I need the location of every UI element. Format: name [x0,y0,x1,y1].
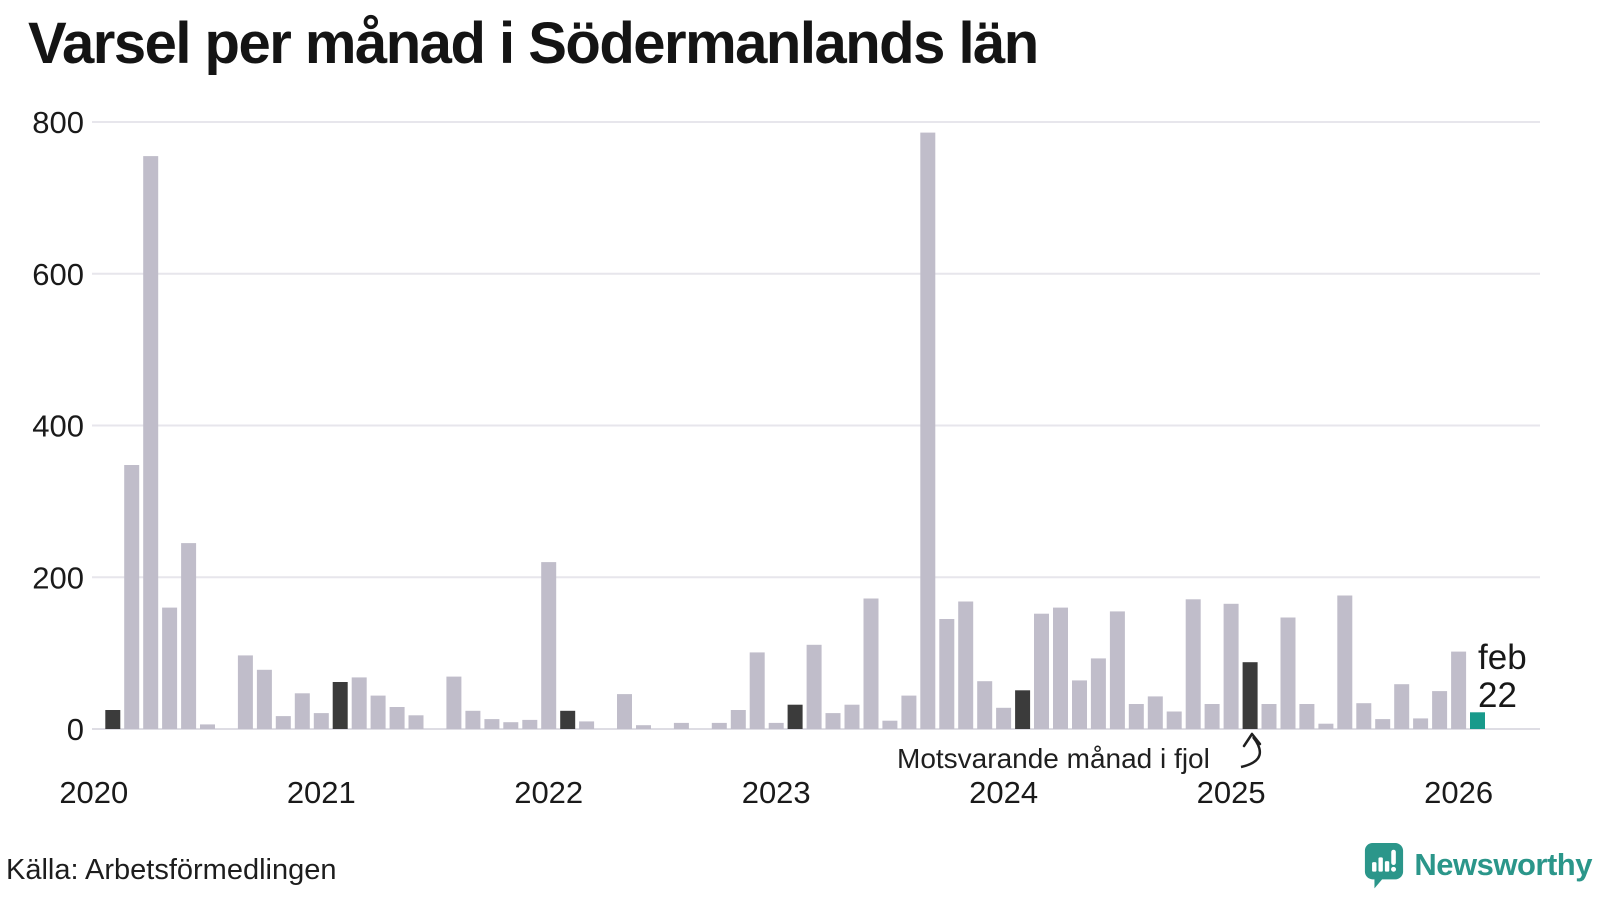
bar-2021-05 [389,707,405,729]
bar-2021-02 [332,682,348,729]
x-tick-label-2022: 2022 [514,775,583,810]
y-tick-label-200: 200 [32,560,84,595]
bar-2023-04 [825,713,841,729]
x-tick-label-2020: 2020 [59,775,128,810]
bar-2022-11 [730,710,746,729]
bar-2020-02 [105,710,121,729]
bar-2025-06 [1318,723,1334,729]
bar-2022-01 [541,562,557,729]
newsworthy-logo[interactable]: Newsworthy [1363,840,1592,890]
bar-2025-05 [1299,704,1315,729]
bar-2020-07 [200,724,215,729]
bar-2024-07 [1109,611,1125,729]
bar-2025-10 [1394,684,1410,729]
bar-2020-05 [162,607,178,729]
bar-2022-02 [560,710,576,729]
bar-2026-02 [1470,712,1485,729]
bar-2024-06 [1090,658,1106,729]
x-tick-label-2023: 2023 [742,775,811,810]
bar-2024-02 [1015,690,1031,729]
bar-2020-04 [143,156,159,730]
bar-2022-10 [711,722,727,729]
bar-2021-03 [351,677,367,729]
bar-2021-11 [503,722,519,729]
y-tick-label-800: 800 [32,105,84,140]
bar-2021-10 [484,719,500,729]
bar-2023-08 [901,695,917,729]
bar-2023-10 [939,619,955,729]
bar-2020-03 [124,465,140,729]
current-month-label: feb [1478,638,1527,677]
bar-2025-03 [1261,704,1277,729]
bar-2024-11 [1185,599,1201,729]
bar-2022-12 [749,652,765,729]
bar-2021-09 [465,710,481,729]
y-tick-label-0: 0 [67,712,84,747]
bar-2023-06 [863,598,879,729]
bar-2021-12 [522,719,538,729]
bar-2024-01 [996,707,1012,729]
bar-2022-03 [579,721,595,729]
bar-2023-09 [920,132,936,730]
y-tick-label-400: 400 [32,409,84,444]
source-label: Källa: Arbetsförmedlingen [6,854,337,886]
current-month-value: 22 [1478,676,1517,715]
bar-2021-06 [408,715,424,729]
annotation-arrow [1240,736,1262,769]
bar-2020-10 [256,669,272,729]
bar-2021-01 [313,713,329,729]
bar-2021-04 [370,695,386,729]
bar-2025-11 [1413,718,1429,729]
bar-2025-02 [1242,662,1258,729]
bar-2021-08 [446,676,462,729]
bar-2024-03 [1034,613,1049,729]
bar-2025-08 [1356,703,1372,729]
bar-2022-06 [636,725,651,729]
bar-2024-09 [1147,696,1163,729]
bar-2020-06 [181,543,197,729]
bar-2020-12 [294,693,310,729]
bar-2020-11 [275,716,291,729]
annotation-fjol-label: Motsvarande månad i fjol [897,743,1210,774]
x-tick-label-2021: 2021 [287,775,356,810]
newsworthy-logo-text: Newsworthy [1414,847,1592,882]
newsworthy-logo-icon [1365,843,1404,889]
bar-2024-05 [1072,680,1087,729]
bar-2023-01 [768,722,784,729]
bar-2020-09 [237,655,253,729]
x-tick-label-2025: 2025 [1197,775,1266,810]
bar-2023-07 [882,720,898,729]
bar-2024-12 [1204,704,1220,729]
bar-2023-05 [844,704,860,729]
bar-2022-08 [673,722,689,729]
bar-2025-01 [1223,603,1239,729]
bar-2024-10 [1166,711,1182,729]
bar-2023-12 [977,681,993,729]
bar-2022-05 [617,694,632,729]
chart-title: Varsel per månad i Södermanlands län [28,11,1039,76]
bar-chart: 0 200 400 600 800 2020 2021 2022 2023 2024 2025 202… [32,105,1540,810]
bar-2025-07 [1337,595,1353,729]
bar-2025-12 [1432,691,1448,729]
bar-2024-04 [1053,607,1068,729]
bar-2025-09 [1375,719,1391,729]
bar-2025-04 [1280,617,1296,729]
y-tick-label-600: 600 [32,257,84,292]
annotation-arrowhead [1242,732,1262,748]
bar-2023-03 [806,644,822,729]
bar-2024-08 [1128,704,1144,729]
bar-2023-02 [787,704,803,729]
x-tick-label-2026: 2026 [1424,775,1493,810]
bar-2023-11 [958,601,974,729]
x-tick-label-2024: 2024 [969,775,1038,810]
bar-2026-01 [1451,651,1467,729]
